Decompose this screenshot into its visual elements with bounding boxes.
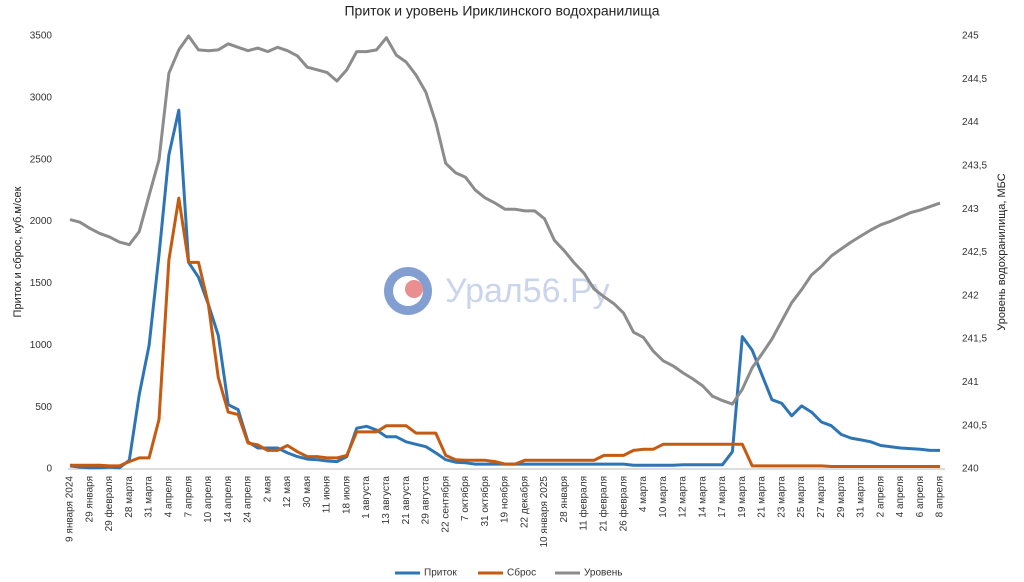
x-tick-label: 26 февраля [617, 476, 629, 531]
x-tick-label: 27 марта [816, 476, 827, 518]
x-tick-label: 28 января [559, 476, 570, 522]
series-line [69, 34, 941, 406]
x-tick-label: 28 марта [124, 476, 135, 518]
x-tick-label: 10 марта [658, 476, 669, 518]
x-tick-label: 24 апреля [243, 476, 254, 523]
x-tick-label: 31 октября [479, 476, 491, 527]
x-tick-label: 22 декабря [518, 476, 530, 528]
y2-tick-label: 244 [962, 117, 979, 128]
x-tick-label: 2 мая [262, 476, 273, 502]
x-tick-label: 1 августа [361, 476, 372, 519]
x-tick-label: 7 апреля [183, 476, 194, 517]
x-tick-label: 14 марта [697, 476, 708, 518]
watermark-text: Урал56.Ру [445, 272, 610, 310]
y-tick-label: 2000 [30, 216, 53, 227]
x-tick-label: 21 августа [401, 476, 412, 525]
x-tick-label: 22 сентября [439, 476, 451, 533]
y-tick-label: 1000 [30, 340, 53, 351]
x-tick-label: 6 апреля [915, 476, 926, 517]
y-tick-label: 2500 [30, 154, 53, 165]
x-tick-label: 25 марта [796, 476, 807, 518]
x-tick-label: 13 августа [381, 476, 392, 525]
x-tick-label: 31 марта [856, 476, 867, 518]
x-tick-label: 30 мая [302, 476, 313, 508]
x-tick-label: 10 апреля [203, 476, 214, 523]
x-tick-label: 9 января 2024 [65, 476, 76, 542]
series-line [70, 196, 940, 468]
x-tick-label: 29 марта [836, 476, 847, 518]
y-axis-label: Приток и сброс, куб.м/сек [12, 186, 24, 317]
x-tick-label: 21 марта [757, 476, 768, 518]
x-tick-label: 7 октября [459, 476, 471, 521]
y2-tick-label: 244,5 [962, 74, 987, 85]
legend-label: Приток [424, 568, 457, 579]
y2-tick-label: 243 [962, 204, 979, 215]
y2-tick-label: 241 [962, 377, 979, 388]
watermark-logo-dot [405, 280, 423, 298]
y2-tick-label: 242 [962, 290, 979, 301]
x-tick-label: 4 марта [638, 476, 649, 513]
y-tick-label: 3500 [30, 31, 53, 42]
y2-tick-label: 240,5 [962, 420, 987, 431]
chart-title: Приток и уровень Ириклинского водохранил… [344, 3, 659, 19]
x-tick-label: 19 марта [737, 476, 748, 518]
x-tick-label: 19 ноября [499, 476, 511, 523]
y2-tick-label: 242,5 [962, 247, 987, 258]
y2-tick-label: 245 [962, 31, 979, 42]
y2-tick-label: 243,5 [962, 161, 987, 172]
legend-label: Уровень [584, 568, 623, 579]
y-tick-label: 1500 [30, 278, 53, 289]
x-tick-label: 11 февраля [578, 476, 590, 531]
y2-tick-label: 241,5 [962, 334, 987, 345]
x-tick-label: 11 июня [322, 476, 333, 513]
x-tick-label: 8 апреля [935, 476, 946, 517]
y2-tick-label: 240 [962, 464, 979, 475]
x-tick-label: 12 мая [282, 476, 293, 508]
x-tick-label: 4 апреля [895, 476, 906, 517]
x-tick-label: 4 апреля [164, 476, 175, 517]
x-tick-label: 12 марта [678, 476, 689, 518]
x-tick-label: 10 января 2025 [539, 476, 550, 548]
x-tick-label: 29 января [84, 476, 95, 522]
legend-label: Сброс [507, 567, 536, 579]
y-tick-label: 0 [46, 464, 52, 475]
watermark: Урал56.Ру [384, 267, 610, 315]
x-tick-label: 23 марта [776, 476, 787, 518]
y-tick-label: 3000 [30, 92, 53, 103]
y-tick-label: 500 [35, 402, 52, 413]
x-tick-label: 17 марта [717, 476, 728, 518]
x-tick-label: 31 марта [144, 476, 155, 518]
x-tick-label: 21 февраля [598, 476, 610, 531]
x-tick-label: 29 февраля [103, 476, 115, 531]
x-tick-label: 18 июля [341, 476, 352, 514]
x-tick-label: 2 апреля [875, 476, 886, 517]
x-tick-label: 29 августа [421, 476, 432, 525]
x-tick-label: 14 апреля [223, 476, 234, 523]
y2-axis-label: Уровень водохранилища, МБС [996, 173, 1008, 330]
